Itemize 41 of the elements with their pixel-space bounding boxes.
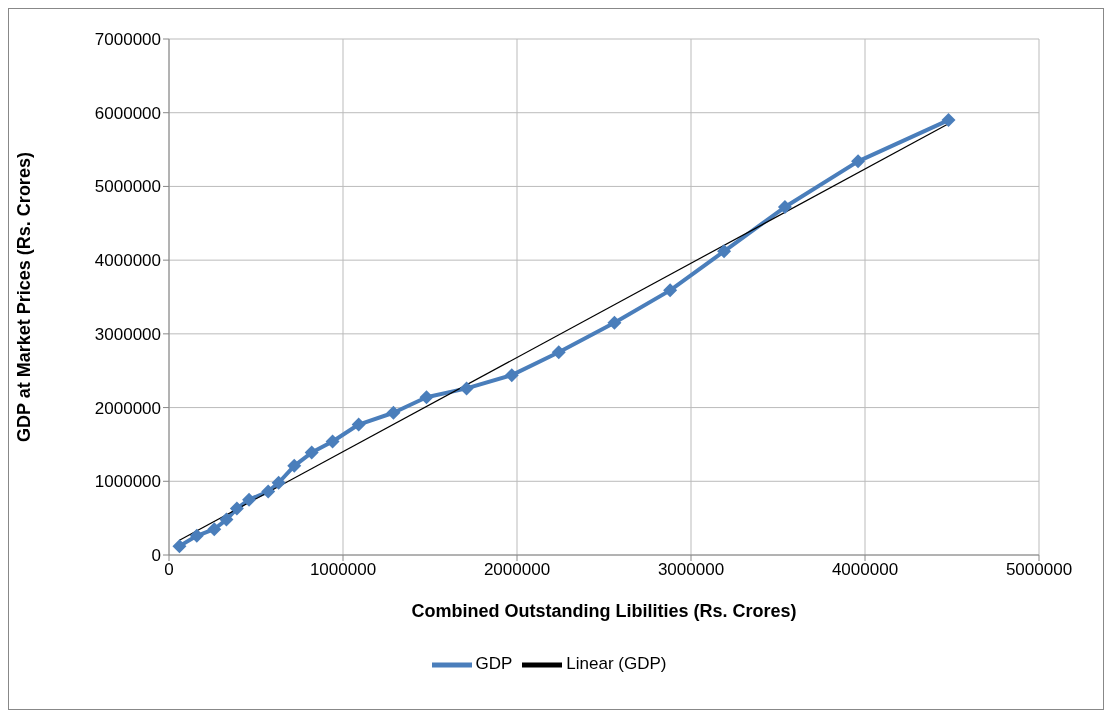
y-tick-label: 7000000: [94, 30, 161, 50]
x-tick-label: 0: [164, 560, 174, 580]
point: [242, 492, 257, 507]
point: [189, 528, 204, 543]
point: [172, 539, 187, 554]
point: [271, 475, 286, 490]
point: [777, 200, 792, 215]
point: [351, 417, 366, 432]
point: [287, 458, 302, 473]
y-axis-title: GDP at Market Prices (Rs. Crores): [14, 152, 35, 442]
point: [851, 154, 866, 169]
point: [304, 445, 319, 460]
point: [207, 522, 222, 537]
x-tick-label: 5000000: [1005, 560, 1073, 580]
x-tick-label: 4000000: [831, 560, 899, 580]
x-tick-label: 1000000: [309, 560, 377, 580]
point: [459, 381, 474, 396]
point: [386, 405, 401, 420]
point: [551, 345, 566, 360]
y-tick-label: 2000000: [94, 398, 161, 418]
y-tick-label: 4000000: [94, 251, 161, 271]
point: [941, 113, 956, 128]
point: [419, 390, 434, 405]
x-tick-label: 2000000: [483, 560, 551, 580]
y-tick-label: 0: [151, 546, 161, 566]
point: [663, 283, 678, 298]
point: [261, 484, 276, 499]
y-tick-label: 5000000: [94, 177, 161, 197]
point: [229, 501, 244, 516]
point: [607, 315, 622, 330]
point: [219, 512, 234, 527]
x-axis-title: Combined Outstanding Libilities (Rs. Crores): [411, 601, 797, 621]
y-tick-label: 6000000: [94, 103, 161, 123]
y-tick-label: 3000000: [94, 324, 161, 344]
legend-label: Linear (GDP): [566, 654, 667, 674]
legend-label: GDP: [475, 654, 513, 674]
x-tick-label: 3000000: [657, 560, 725, 580]
point: [504, 368, 519, 383]
point: [717, 244, 732, 259]
y-tick-label: 1000000: [94, 472, 161, 492]
point: [325, 434, 340, 449]
